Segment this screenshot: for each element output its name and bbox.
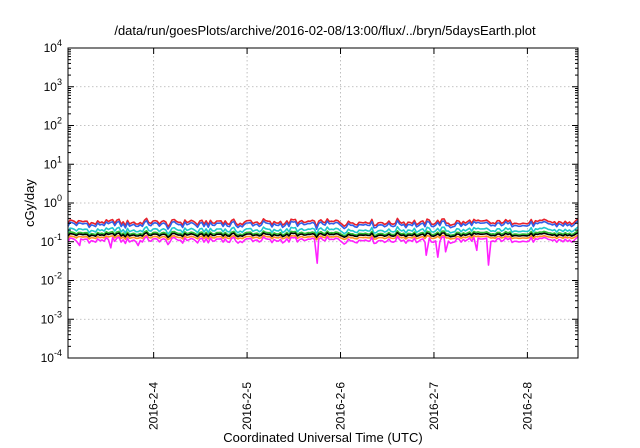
- x-tick-label: 2016-2-7: [427, 382, 441, 430]
- x-tick-label: 2016-2-5: [240, 382, 254, 430]
- x-tick-labels: 2016-2-4 2016-2-5 2016-2-6 2016-2-7 2016-2-8: [147, 382, 535, 430]
- x-tick-label: 2016-2-8: [520, 382, 534, 430]
- y-tick-base: 10: [44, 41, 58, 55]
- y-tick-label: 102: [44, 116, 62, 133]
- y-tick-label: 103: [44, 77, 62, 94]
- y-axis-label: cGy/day: [22, 179, 37, 227]
- series-line-7: [67, 235, 579, 266]
- y-tick-label: 10-3: [41, 309, 62, 326]
- x-tick-label: 2016-2-4: [147, 382, 161, 430]
- x-tick-label: 2016-2-6: [334, 382, 348, 430]
- y-tick-label: 10-1: [41, 232, 62, 249]
- y-tick-exponent: -1: [54, 232, 62, 242]
- y-tick-base: 10: [41, 235, 55, 249]
- y-tick-exponent: -4: [54, 348, 62, 358]
- y-tick-base: 10: [44, 80, 58, 94]
- y-tick-label: 10-4: [41, 348, 62, 365]
- y-tick-exponent: 1: [57, 154, 62, 164]
- series-line-5: [67, 231, 579, 239]
- y-tick-base: 10: [41, 312, 55, 326]
- chart-title: /data/run/goesPlots/archive/2016-02-08/1…: [114, 23, 536, 38]
- y-tick-base: 10: [44, 119, 58, 133]
- x-axis-label: Coordinated Universal Time (UTC): [223, 430, 422, 445]
- y-tick-base: 10: [41, 274, 55, 288]
- y-tick-base: 10: [44, 157, 58, 171]
- y-tick-exponent: -3: [54, 309, 62, 319]
- series-group: [67, 217, 579, 266]
- series-line-6: [67, 234, 579, 241]
- y-tick-exponent: -2: [54, 271, 62, 281]
- ticks: [68, 47, 578, 359]
- series-line-3: [67, 225, 579, 235]
- y-tick-exponent: 3: [57, 77, 62, 87]
- y-tick-exponent: 4: [57, 38, 62, 48]
- y-tick-label: 100: [44, 193, 62, 210]
- y-tick-label: 104: [44, 38, 62, 55]
- y-tick-label: 10-2: [41, 271, 62, 288]
- y-tick-exponent: 0: [57, 193, 62, 203]
- series-line-4: [67, 230, 579, 237]
- y-tick-base: 10: [44, 196, 58, 210]
- series-line-1: [67, 217, 579, 228]
- y-tick-label: 101: [44, 154, 62, 171]
- y-tick-exponent: 2: [57, 116, 62, 126]
- grid: [68, 48, 578, 358]
- y-tick-base: 10: [41, 351, 55, 365]
- series-line-2: [67, 219, 579, 230]
